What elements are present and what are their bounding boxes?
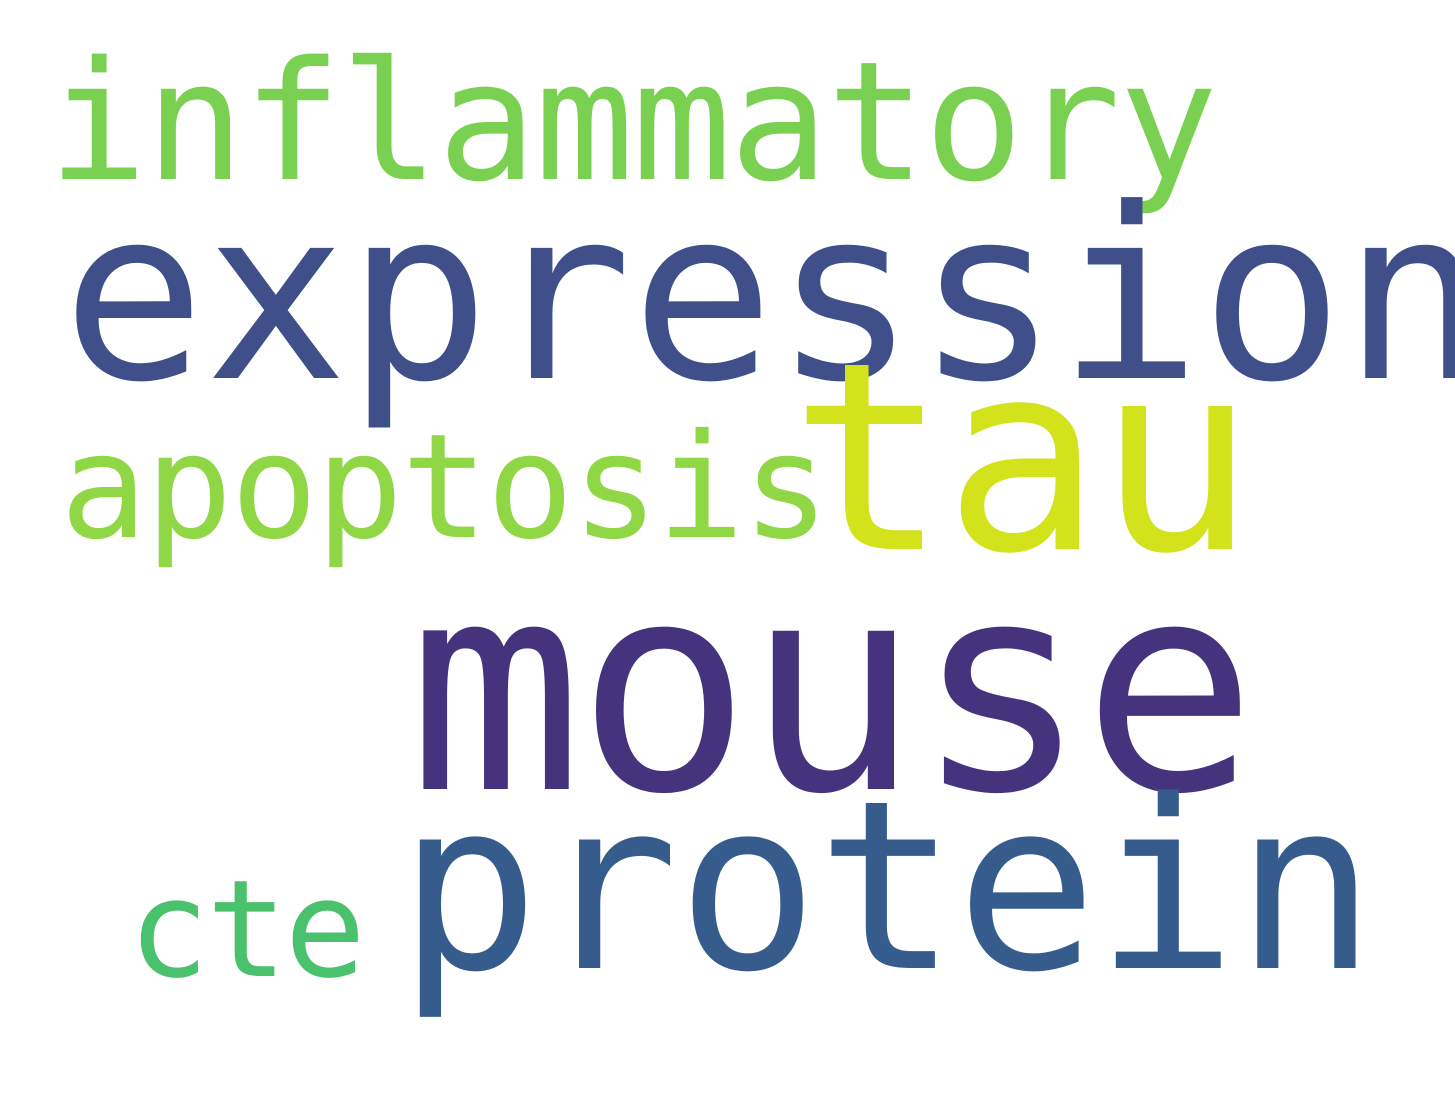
word-expression: expression	[62, 158, 1455, 435]
word-mouse: mouse	[408, 521, 1257, 858]
word-inflammatory: inflammatory	[48, 26, 1218, 218]
word-protein: protein	[398, 751, 1376, 1024]
word-tau: tau	[790, 306, 1255, 611]
word-apoptosis: apoptosis	[60, 403, 830, 572]
word-cte: cte	[128, 851, 366, 1008]
